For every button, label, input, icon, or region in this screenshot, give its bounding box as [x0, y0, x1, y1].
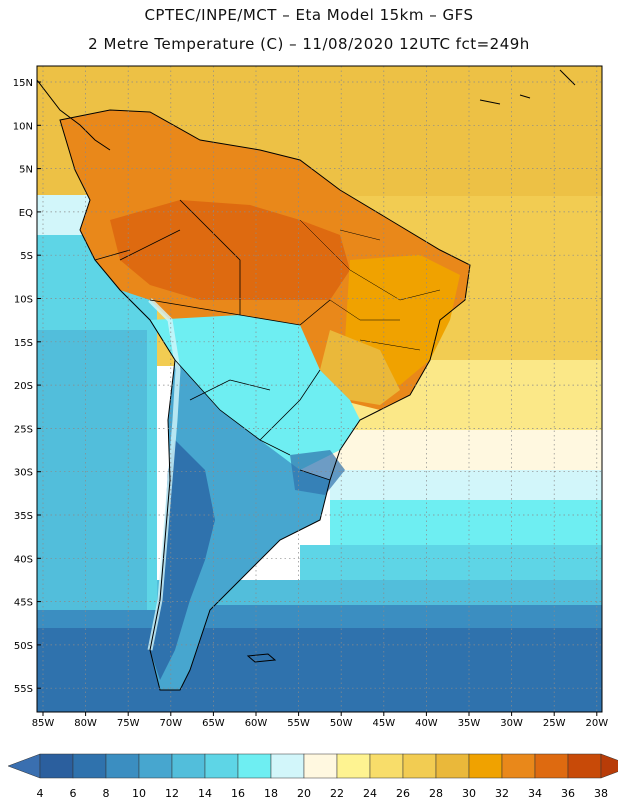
ocean-field-band-14 [300, 545, 602, 585]
latitude-label: 50S [14, 641, 33, 652]
longitude-label: 65W [202, 718, 225, 729]
latitude-label: 30S [14, 468, 33, 479]
colorbar-segment [303, 753, 338, 779]
colorbar-tick-label: 10 [132, 787, 146, 800]
latitude-label: 5S [20, 251, 33, 262]
colorbar-segment [468, 753, 503, 779]
country-borders [94, 199, 331, 481]
colorbar-tick-label: 32 [495, 787, 509, 800]
longitude-label: 45W [372, 718, 395, 729]
latitude-label: 15S [14, 338, 33, 349]
colorbar-tick-label: 18 [264, 787, 278, 800]
colorbar-segment [501, 753, 536, 779]
colorbar-segment [204, 753, 239, 779]
latitude-label: EQ [19, 208, 33, 219]
longitude-label: 80W [74, 718, 97, 729]
latitude-label: 35S [14, 511, 33, 522]
longitude-label: 20W [585, 718, 608, 729]
colorbar-segment [402, 753, 437, 779]
colorbar-tick-label: 20 [297, 787, 311, 800]
longitude-label: 55W [287, 718, 310, 729]
pacific-field-cool [37, 330, 147, 610]
map-title-line1: CPTEC/INPE/MCT – Eta Model 15km – GFS [144, 6, 474, 24]
coastline [59, 109, 471, 691]
latitude-label: 45S [14, 598, 33, 609]
colorbar-tick-label: 12 [165, 787, 179, 800]
ocean-field-band-6 [37, 628, 602, 712]
colorbar-tick-label: 14 [198, 787, 212, 800]
uruguay-cool [290, 450, 345, 495]
state-borders [299, 219, 441, 351]
latitude-label: 5N [19, 165, 33, 176]
colorbar-segment [336, 753, 371, 779]
latitude-label: 55S [14, 684, 33, 695]
longitude-label: 25W [543, 718, 566, 729]
map-title-line2: 2 Metre Temperature (C) – 11/08/2020 12U… [88, 35, 530, 53]
ocean-field-band-16 [330, 500, 602, 550]
colorbar-segment [138, 753, 173, 779]
colorbar-segment [567, 753, 602, 779]
colorbar-tick-label: 38 [594, 787, 608, 800]
longitude-label: 60W [245, 718, 268, 729]
colorbar-segment [369, 753, 404, 779]
longitude-label: 40W [415, 718, 438, 729]
longitude-label: 85W [32, 718, 55, 729]
colorbar-segment [39, 753, 74, 779]
colorbar-high-arrow [600, 753, 618, 779]
colorbar-segment [171, 753, 206, 779]
caribbean-islands [479, 69, 576, 105]
colorbar-low-arrow [7, 753, 41, 779]
temperature-colorbar: 4 6 8 10 12 14 16 18 20 22 24 26 28 30 32 34 36 38 [7, 753, 618, 800]
longitude-label: 75W [117, 718, 140, 729]
longitude-label: 70W [159, 718, 182, 729]
colorbar-segment [435, 753, 470, 779]
colorbar-tick-label: 30 [462, 787, 476, 800]
colorbar-tick-label: 34 [528, 787, 542, 800]
ocean-field-band-18 [330, 470, 602, 505]
colorbar-segment [270, 753, 305, 779]
map-frame [36, 65, 603, 713]
colorbar-tick-label: 24 [363, 787, 377, 800]
colorbar-tick-label: 4 [37, 787, 44, 800]
colorbar-segment [237, 753, 272, 779]
colorbar-segment [72, 753, 107, 779]
land-south-cool [150, 360, 330, 690]
colorbar-tick-label: 36 [561, 787, 575, 800]
latitude-label: 10N [13, 121, 33, 132]
latitude-label: 20S [14, 381, 33, 392]
colorbar-tick-label: 6 [70, 787, 77, 800]
longitude-label: 35W [458, 718, 481, 729]
longitude-label: 50W [330, 718, 353, 729]
colorbar-tick-label: 8 [103, 787, 110, 800]
colorbar-tick-label: 16 [231, 787, 245, 800]
colorbar-tick-label: 26 [396, 787, 410, 800]
central-america [37, 79, 111, 151]
colorbar-segment [534, 753, 569, 779]
latitude-label: 40S [14, 554, 33, 565]
colorbar-tick-label: 28 [429, 787, 443, 800]
colorbar-segment [105, 753, 140, 779]
land-central-mild [150, 315, 360, 470]
colorbar-tick-label: 22 [330, 787, 344, 800]
latitude-label: 10S [14, 295, 33, 306]
latitude-label: 15N [13, 78, 33, 89]
falkland-islands [246, 653, 277, 663]
longitude-label: 30W [500, 718, 523, 729]
land-southeast-warm [320, 330, 400, 405]
ocean-field-band-20 [330, 430, 602, 475]
latitude-label: 25S [14, 424, 33, 435]
